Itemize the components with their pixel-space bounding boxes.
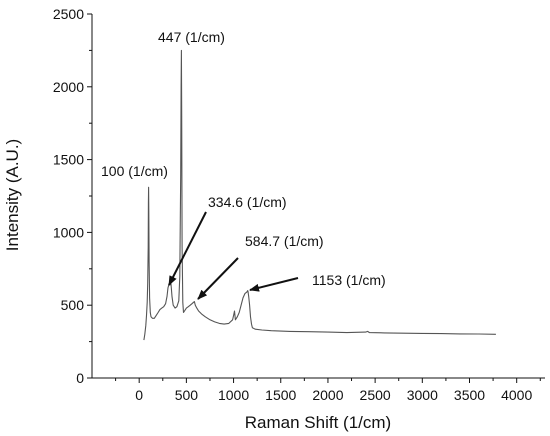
x-tick-label: 3500: [454, 387, 485, 403]
x-tick-label: 1500: [265, 387, 296, 403]
annotations: 447 (1/cm) 100 (1/cm) 334.6 (1/cm) 584.7 (1…: [101, 29, 386, 300]
x-tick-label: 0: [135, 387, 143, 403]
y-tick-label: 500: [61, 297, 85, 313]
peak-label: 100 (1/cm): [101, 163, 168, 179]
y-tick-label: 2000: [53, 79, 84, 95]
x-tick-label: 2000: [312, 387, 343, 403]
peak-label: 447 (1/cm): [158, 29, 225, 45]
plot-area: [143, 49, 496, 341]
x-tick-label: 2500: [360, 387, 391, 403]
x-tick-label: 3000: [407, 387, 438, 403]
x-axis-title: Raman Shift (1/cm): [245, 413, 391, 432]
peak-label: 334.6 (1/cm): [208, 194, 287, 210]
x-tick-label: 4000: [501, 387, 532, 403]
peak-label: 584.7 (1/cm): [245, 233, 324, 249]
x-tick-label: 500: [175, 387, 199, 403]
peak-label: 1153 (1/cm): [312, 272, 386, 288]
x-tick-label: 1000: [218, 387, 249, 403]
axes: 0 500 1000 1500 2000 2500 0 500 1000 1500 2000 2500…: [53, 6, 545, 403]
y-tick-label: 1000: [53, 224, 84, 240]
peak-arrow: [197, 257, 239, 300]
peak-arrow: [249, 277, 299, 292]
y-axis-title: Intensity (A.U.): [3, 139, 22, 251]
y-tick-label: 2500: [53, 6, 84, 22]
y-tick-label: 1500: [53, 152, 84, 168]
peak-arrow: [168, 211, 207, 286]
spectrum-line: [143, 49, 496, 341]
y-tick-label: 0: [76, 370, 84, 386]
